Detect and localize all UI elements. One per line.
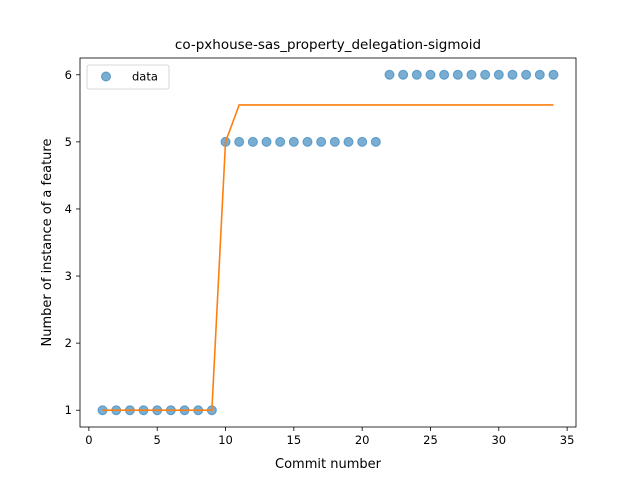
data-point [534, 69, 545, 80]
data-point [425, 69, 436, 80]
data-point [521, 69, 532, 80]
data-point [275, 136, 286, 147]
data-point [398, 69, 409, 80]
data-point [357, 136, 368, 147]
legend: data [86, 64, 170, 90]
x-tick-label: 30 [491, 433, 506, 447]
data-point [439, 69, 450, 80]
x-axis-label: Commit number [275, 457, 382, 472]
y-axis-label: Number of instance of a feature [40, 139, 55, 347]
data-point [288, 136, 299, 147]
plot-area [97, 69, 559, 416]
data-point [370, 136, 381, 147]
x-tick-label: 35 [560, 433, 575, 447]
data-point [452, 69, 463, 80]
chart-title: co-pxhouse-sas_property_delegation-sigmo… [175, 37, 481, 53]
data-point [384, 69, 395, 80]
x-tick-label: 10 [218, 433, 233, 447]
data-point [247, 136, 258, 147]
data-point [343, 136, 354, 147]
legend-marker-data [101, 71, 111, 82]
x-tick-label: 25 [423, 433, 438, 447]
data-point [466, 69, 477, 80]
data-point [548, 69, 559, 80]
x-tick-label: 20 [355, 433, 370, 447]
legend-box [86, 64, 170, 90]
y-tick-label: 5 [65, 135, 72, 149]
data-point [234, 136, 245, 147]
data-point [329, 136, 340, 147]
x-tick-label: 15 [287, 433, 302, 447]
y-tick-label: 4 [65, 202, 72, 216]
data-point [261, 136, 272, 147]
fit-line [102, 104, 554, 412]
y-tick-label: 1 [65, 403, 72, 417]
data-point [507, 69, 518, 80]
legend-label-data: data [132, 70, 158, 84]
data-point [316, 136, 327, 147]
data-point [480, 69, 491, 80]
data-point [493, 69, 504, 80]
axes-frame [79, 57, 577, 428]
data-point [302, 136, 313, 147]
y-tick-label: 6 [65, 68, 72, 82]
y-tick-label: 3 [65, 269, 72, 283]
data-point [411, 69, 422, 80]
x-tick-label: 5 [154, 433, 161, 447]
y-tick-label: 2 [65, 336, 72, 350]
axis-ticks: 0 5 10 15 20 25 30 35 1 2 3 4 5 6 [65, 68, 575, 447]
x-tick-label: 0 [85, 433, 92, 447]
